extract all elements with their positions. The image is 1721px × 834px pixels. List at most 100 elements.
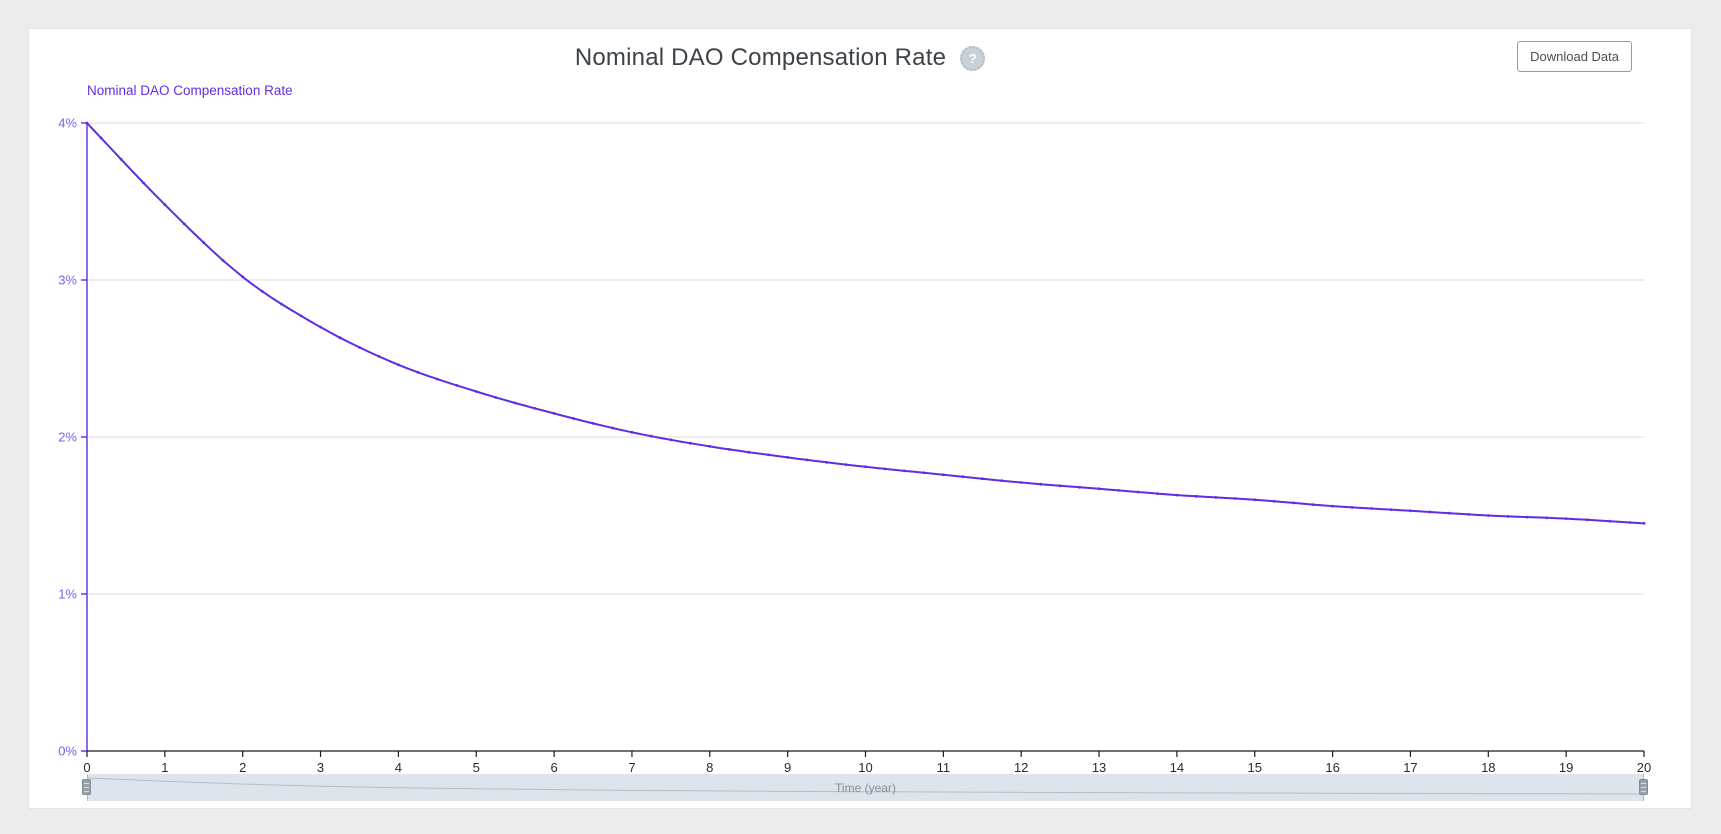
series-marker-dot: [319, 325, 322, 329]
series-marker-dot: [1486, 514, 1490, 517]
series-marker-dot: [922, 471, 926, 475]
series-marker-dot: [1564, 517, 1568, 520]
series-marker-dot: [163, 203, 167, 207]
series-marker-dot: [1311, 503, 1315, 506]
y-tick-label: 2%: [58, 430, 77, 445]
series-marker-dot: [1156, 492, 1159, 495]
x-tick-label: 12: [1014, 760, 1028, 775]
series-marker-dot: [747, 450, 751, 454]
series-marker-dot: [397, 363, 400, 367]
x-tick-label: 7: [628, 760, 635, 775]
series-marker-dot: [1175, 493, 1179, 497]
series-marker-dot: [1428, 510, 1432, 514]
series-marker-dot: [1292, 501, 1296, 505]
series-marker-dot: [1608, 519, 1612, 523]
x-tick-label: 10: [858, 760, 872, 775]
y-tick-label: 1%: [58, 587, 77, 602]
series-marker-dot: [455, 384, 459, 387]
range-selector-mini-chart: [88, 777, 1643, 795]
series-marker-dot: [416, 370, 420, 374]
series-marker-dot: [883, 467, 887, 471]
series-marker-dot: [1195, 494, 1198, 498]
series-marker-dot: [1370, 507, 1373, 510]
series-marker-dot: [182, 222, 186, 226]
series-marker-dot: [1019, 481, 1023, 484]
series-marker-dot: [1078, 485, 1081, 489]
chart-title: Nominal DAO Compensation Rate: [574, 44, 947, 71]
x-tick-label: 19: [1559, 760, 1573, 775]
series-marker-dot: [1506, 515, 1510, 518]
series-marker-dot: [338, 336, 342, 340]
chart-header: Nominal DAO Compensation Rate ?: [29, 41, 1531, 75]
series-group: [85, 121, 1646, 525]
range-selector-bar[interactable]: Time (year): [87, 774, 1644, 801]
series-marker-dot: [669, 438, 673, 442]
x-axis: 0 1 2 3 4 5 6 7 8 9 10 11 12 13 14 15 16 17 18 19 20: [83, 750, 1651, 775]
series-marker-dot: [844, 463, 848, 466]
x-tick-label: 1: [161, 760, 168, 775]
series-marker-dot: [1331, 504, 1334, 508]
series-marker-dot: [1136, 490, 1140, 494]
x-tick-label: 0: [83, 760, 90, 775]
series-marker-dot: [435, 377, 439, 381]
series-marker-dot: [99, 136, 103, 140]
series-marker-dot: [1409, 509, 1412, 513]
series-marker-dot: [805, 458, 809, 462]
y-gridlines: [87, 122, 1644, 595]
download-data-button[interactable]: Download Data: [1517, 41, 1632, 72]
series-marker-dot: [1097, 487, 1101, 491]
series-marker-dot: [1253, 498, 1257, 502]
series-marker-dot: [1467, 513, 1471, 516]
series-marker-dot: [202, 241, 206, 245]
series-marker-dot: [786, 456, 789, 459]
series-marker-dot: [1448, 511, 1451, 515]
series-marker-dot: [241, 275, 245, 279]
series-line[interactable]: [86, 122, 1645, 525]
series-marker-dot: [980, 477, 984, 481]
series-marker-dot: [494, 396, 498, 399]
series-marker-dot: [358, 346, 361, 349]
series-marker-dot: [377, 355, 381, 358]
series-marker-dot: [221, 259, 225, 262]
series-marker-dot: [1545, 516, 1549, 520]
series-marker-dot: [142, 181, 145, 185]
help-icon[interactable]: ?: [960, 45, 986, 71]
series-marker-dot: [1117, 489, 1120, 492]
y-tick-label: 3%: [58, 273, 77, 288]
series-marker-dot: [825, 460, 828, 464]
series-marker-dot: [513, 401, 517, 405]
x-tick-label: 17: [1403, 760, 1417, 775]
series-marker-dot: [1272, 499, 1276, 503]
series-marker-dot: [260, 289, 264, 293]
range-selector-right-handle[interactable]: [1639, 779, 1648, 795]
x-tick-label: 2: [239, 760, 246, 775]
series-marker-dot: [708, 445, 712, 448]
x-tick-label: 3: [317, 760, 324, 775]
series-marker-dot: [474, 390, 478, 393]
y-tick-label: 4%: [58, 116, 77, 131]
x-tick-label: 18: [1481, 760, 1495, 775]
series-marker-dot: [1642, 522, 1646, 525]
series-marker-dot: [650, 434, 653, 438]
series-marker-dot: [688, 441, 692, 445]
series-markers: [85, 121, 1646, 525]
chart-plot-area[interactable]: 0%1%2%3%4%0 1 2 3 4 5 6 7 8 9 10 11 12 13 14 15 16 17 18 19…: [29, 29, 1693, 810]
series-marker-dot: [630, 430, 634, 434]
series-marker-dot: [1350, 506, 1354, 509]
series-marker-dot: [1525, 515, 1529, 519]
series-marker-dot: [961, 475, 965, 479]
series-marker-dot: [864, 465, 867, 469]
y-tick-label: 0%: [58, 744, 77, 759]
series-marker-dot: [727, 448, 731, 451]
series-marker-dot: [1389, 508, 1393, 511]
series-marker-dot: [85, 121, 89, 125]
x-tick-label: 13: [1092, 760, 1106, 775]
series-marker-dot: [591, 422, 595, 425]
series-marker-dot: [1039, 482, 1043, 486]
x-tick-label: 14: [1170, 760, 1184, 775]
range-selector-left-handle[interactable]: [82, 779, 91, 795]
chart-card: Nominal DAO Compensation Rate ? Download…: [28, 28, 1692, 809]
series-marker-dot: [299, 314, 303, 318]
series-marker-dot: [942, 473, 945, 477]
